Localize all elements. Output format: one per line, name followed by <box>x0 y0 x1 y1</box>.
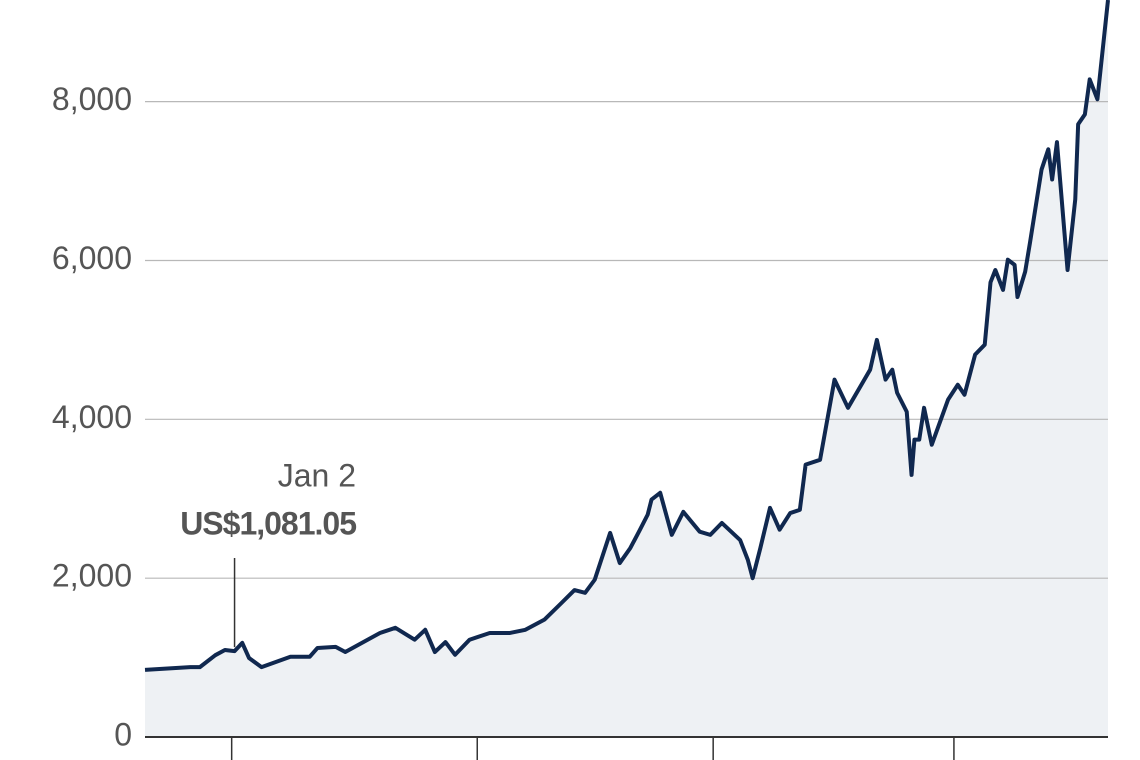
y-tick-label: 6,000 <box>52 240 132 276</box>
y-tick-label: 4,000 <box>52 399 132 435</box>
y-tick-label: 0 <box>114 716 132 752</box>
line <box>144 0 1110 672</box>
annotation-value: US$1,081.05 <box>180 505 356 541</box>
area <box>145 0 1108 737</box>
y-tick-label: 2,000 <box>52 558 132 594</box>
y-tick-label: 8,000 <box>52 81 132 117</box>
annotation-label: Jan 2 <box>278 457 356 493</box>
